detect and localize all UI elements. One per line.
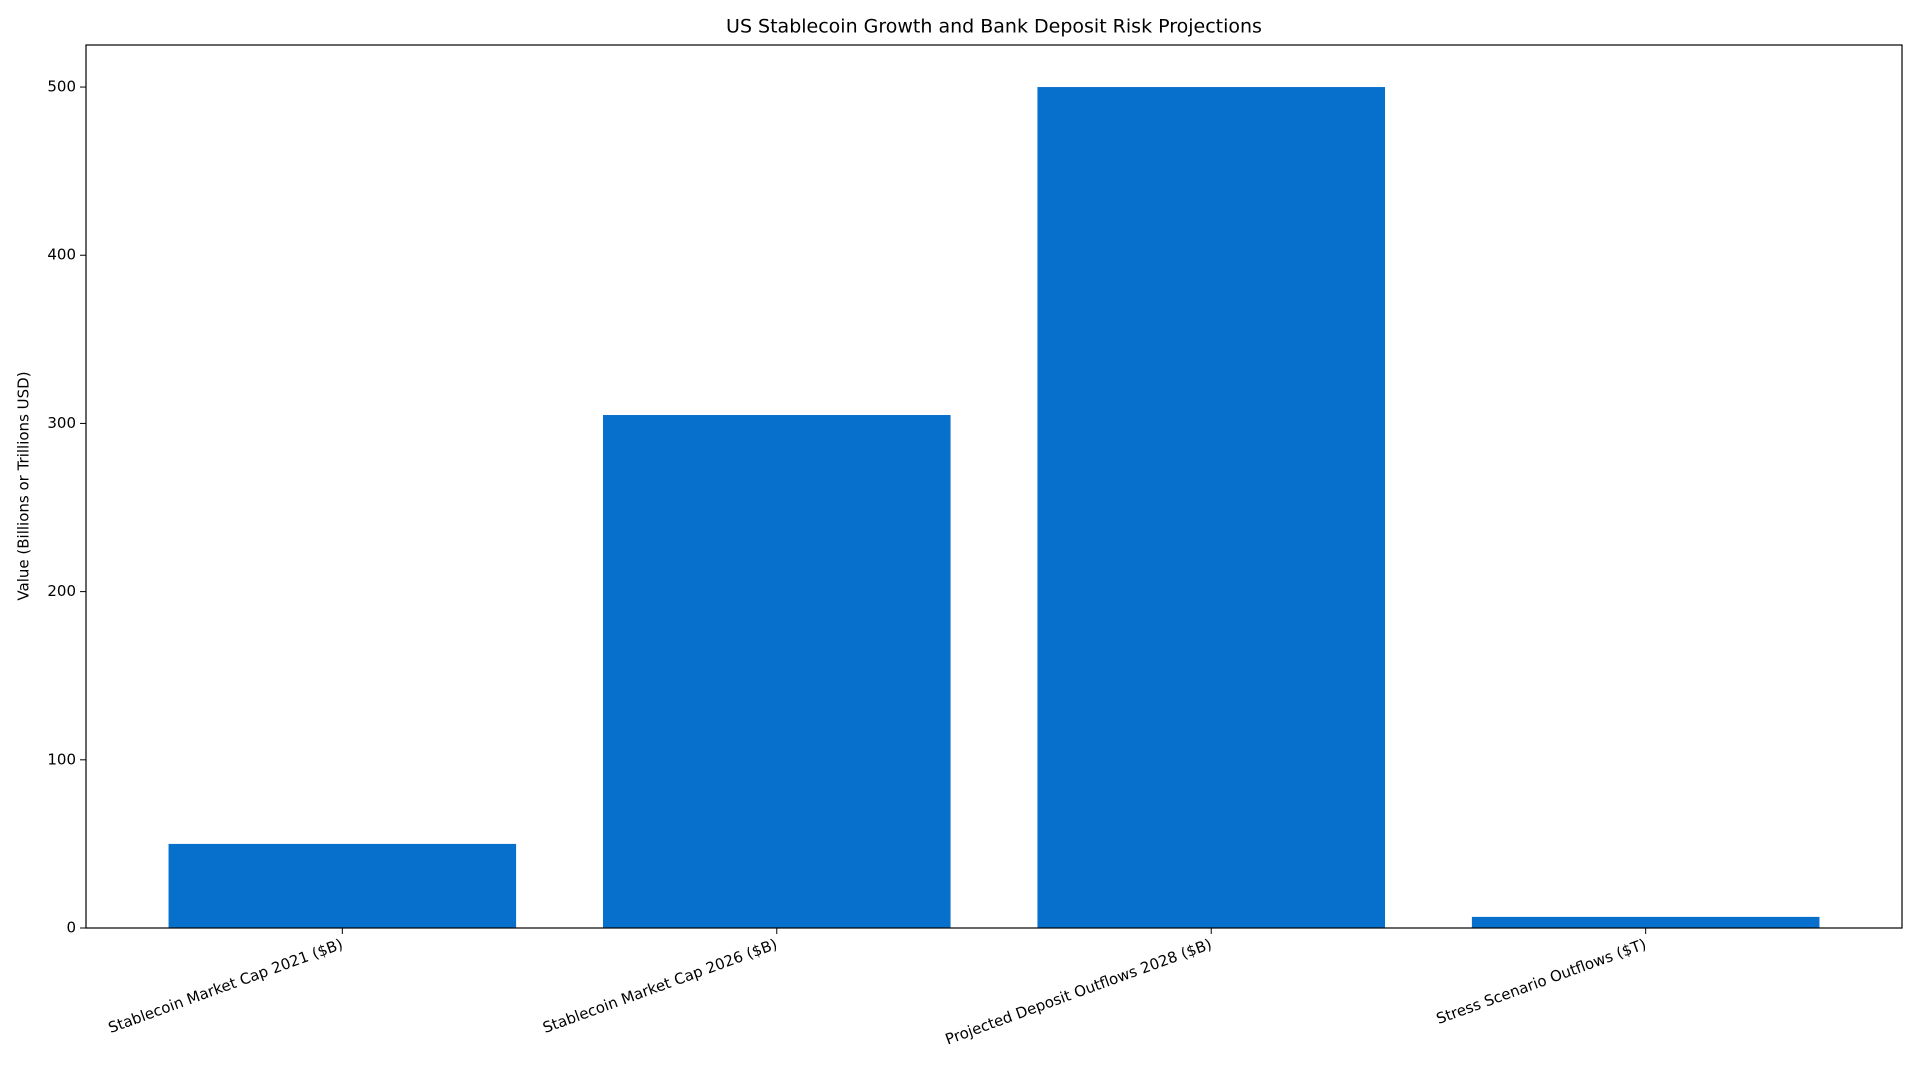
y-tick-label: 200: [47, 582, 76, 600]
bar: [168, 843, 517, 928]
y-tick-label: 400: [47, 246, 76, 264]
bar: [602, 415, 951, 928]
bar: [1037, 87, 1386, 929]
x-tick-label: Stress Scenario Outflows ($T): [1434, 935, 1649, 1028]
plot-frame: [85, 44, 1903, 929]
y-tick-label: 100: [47, 750, 76, 768]
x-tick-label: Stablecoin Market Cap 2021 ($B): [106, 935, 345, 1037]
y-tick-label: 300: [47, 414, 76, 432]
bar: [1471, 916, 1820, 928]
x-tick-label: Projected Deposit Outflows 2028 ($B): [943, 935, 1214, 1048]
y-axis-label: Value (Billions or Trillions USD): [15, 371, 33, 600]
chart-title: US Stablecoin Growth and Bank Deposit Ri…: [726, 16, 1262, 38]
y-tick-label: 500: [47, 78, 76, 96]
y-tick-label: 0: [66, 919, 76, 937]
x-tick-label: Stablecoin Market Cap 2026 ($B): [540, 935, 779, 1037]
